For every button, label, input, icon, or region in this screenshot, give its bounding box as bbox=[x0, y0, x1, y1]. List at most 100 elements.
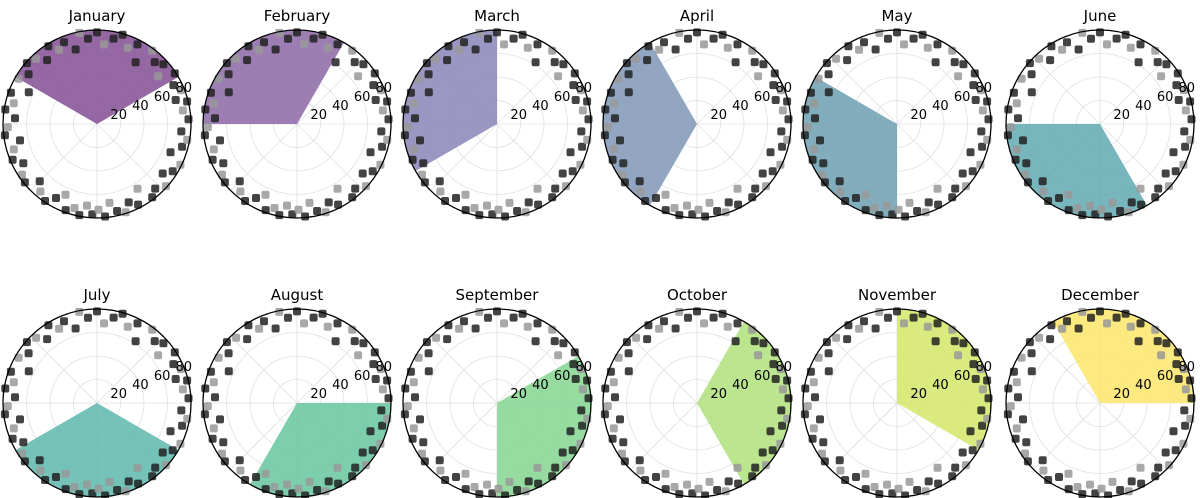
data-point bbox=[378, 421, 387, 430]
polar-panel: May 20 40 60 80 bbox=[800, 7, 993, 221]
data-point bbox=[366, 148, 375, 157]
data-point bbox=[201, 105, 210, 114]
data-point bbox=[968, 167, 977, 176]
data-point bbox=[559, 339, 568, 348]
data-point bbox=[632, 54, 641, 63]
data-point bbox=[401, 105, 410, 114]
data-point bbox=[411, 114, 419, 123]
data-point bbox=[635, 177, 644, 186]
data-point bbox=[369, 360, 378, 369]
data-point bbox=[766, 427, 775, 436]
radial-tick-label: 20 bbox=[910, 108, 927, 123]
data-point bbox=[235, 456, 244, 465]
data-point bbox=[11, 114, 19, 123]
data-point bbox=[870, 204, 879, 212]
data-point bbox=[331, 337, 340, 346]
data-point bbox=[11, 393, 19, 402]
data-point bbox=[513, 486, 522, 494]
data-point bbox=[109, 34, 118, 43]
angular-grid-line bbox=[96, 123, 164, 191]
panel-title: October bbox=[667, 286, 728, 304]
panel-title: July bbox=[83, 286, 111, 304]
data-point bbox=[214, 353, 223, 362]
data-point bbox=[323, 43, 332, 52]
data-point bbox=[124, 198, 133, 207]
data-point bbox=[24, 88, 33, 97]
data-point bbox=[1003, 131, 1012, 140]
data-point bbox=[436, 187, 445, 196]
polar-frame bbox=[2, 308, 192, 498]
data-point bbox=[803, 402, 812, 411]
data-point bbox=[1165, 182, 1173, 191]
radial-tick-label: 60 bbox=[554, 369, 571, 384]
data-point bbox=[1038, 456, 1047, 465]
data-point bbox=[14, 353, 23, 362]
data-point bbox=[1153, 337, 1162, 346]
data-point bbox=[151, 184, 160, 193]
data-point bbox=[1039, 466, 1048, 475]
polar-panel: April 20 40 60 80 bbox=[600, 7, 793, 221]
data-point bbox=[976, 365, 985, 374]
radial-tick-label: 80 bbox=[976, 81, 993, 96]
data-point bbox=[505, 477, 514, 486]
angular-grid-line bbox=[1099, 402, 1167, 470]
data-point bbox=[178, 142, 187, 151]
panel-title: September bbox=[456, 286, 540, 304]
data-point bbox=[558, 448, 567, 457]
data-point bbox=[971, 375, 980, 383]
data-point bbox=[754, 72, 763, 81]
data-point bbox=[733, 40, 742, 49]
data-point bbox=[577, 127, 586, 136]
polar-frame bbox=[1005, 29, 1195, 219]
data-point bbox=[1027, 367, 1036, 376]
polar-panel: August 20 40 60 80 bbox=[200, 286, 393, 498]
data-point bbox=[419, 438, 428, 447]
polar-panel: October 20 40 60 80 bbox=[600, 286, 793, 498]
data-point bbox=[934, 479, 943, 488]
data-point bbox=[1181, 106, 1190, 115]
data-point bbox=[168, 167, 177, 176]
data-point bbox=[705, 477, 714, 486]
data-point bbox=[484, 313, 492, 322]
data-point bbox=[824, 70, 833, 79]
data-point bbox=[500, 319, 508, 328]
data-point bbox=[884, 34, 892, 43]
data-point bbox=[688, 210, 697, 219]
data-point bbox=[1087, 313, 1095, 322]
angular-grid-line bbox=[896, 402, 964, 470]
data-point bbox=[224, 88, 233, 97]
data-point bbox=[934, 200, 943, 209]
radial-tick-label: 20 bbox=[110, 108, 127, 123]
data-point bbox=[923, 322, 932, 331]
data-point bbox=[100, 319, 108, 328]
radial-tick-label: 40 bbox=[1135, 378, 1152, 393]
data-point bbox=[309, 313, 318, 322]
data-point bbox=[776, 86, 785, 95]
data-point bbox=[1137, 200, 1146, 209]
data-point bbox=[261, 190, 270, 199]
data-point bbox=[723, 322, 732, 331]
data-point bbox=[1179, 86, 1188, 95]
data-point bbox=[660, 317, 668, 326]
data-point bbox=[888, 489, 897, 498]
data-point bbox=[19, 159, 28, 168]
polar-frame bbox=[802, 29, 992, 219]
radial-tick-label: 60 bbox=[954, 369, 971, 384]
data-point bbox=[376, 86, 385, 95]
data-point bbox=[655, 324, 664, 333]
data-point bbox=[818, 449, 826, 458]
data-point bbox=[1179, 365, 1188, 374]
data-point bbox=[470, 204, 479, 212]
data-point bbox=[333, 184, 342, 193]
data-point bbox=[923, 43, 932, 52]
data-point bbox=[414, 74, 423, 83]
data-point bbox=[671, 45, 680, 54]
polar-frame bbox=[202, 308, 392, 498]
data-point bbox=[843, 56, 852, 65]
data-point bbox=[424, 88, 433, 97]
data-point bbox=[288, 210, 297, 219]
data-point bbox=[20, 178, 29, 187]
data-point bbox=[94, 484, 103, 493]
data-point bbox=[324, 477, 333, 486]
data-point bbox=[1104, 212, 1113, 221]
